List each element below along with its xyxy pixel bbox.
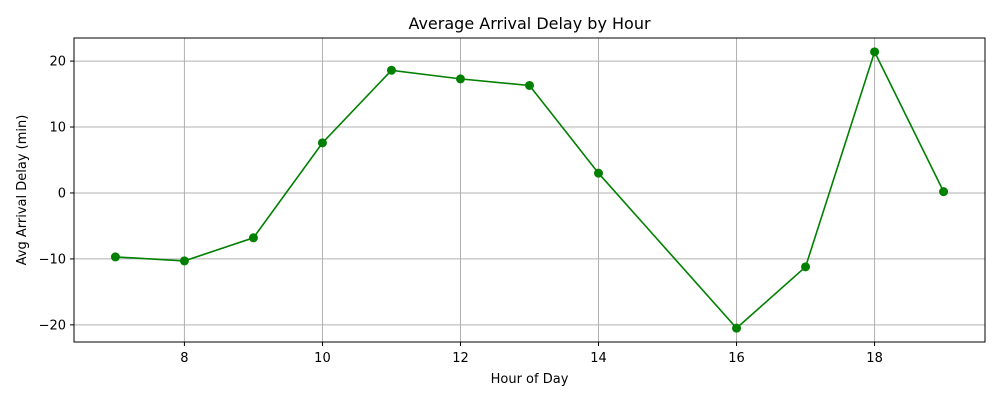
- x-tick-label: 8: [180, 351, 188, 366]
- data-point: [455, 74, 465, 84]
- y-tick-label: 0: [58, 186, 66, 201]
- y-axis-label: Avg Arrival Delay (min): [15, 115, 30, 266]
- axis-ticks: 8 10 12 14 16 18 −20 −10 0 10 20: [39, 55, 883, 366]
- data-point: [179, 256, 189, 266]
- data-point: [594, 168, 604, 178]
- y-tick-label: 10: [49, 121, 66, 136]
- data-point: [870, 47, 880, 57]
- x-tick-label: 18: [866, 351, 883, 366]
- plot-area: [110, 47, 949, 333]
- data-point: [110, 252, 120, 262]
- x-tick-label: 14: [590, 351, 607, 366]
- series-line: [115, 49, 945, 330]
- data-point: [248, 233, 258, 243]
- data-point: [317, 138, 327, 148]
- data-point: [732, 323, 742, 333]
- y-tick-label: −10: [39, 252, 66, 267]
- x-tick-label: 16: [728, 351, 745, 366]
- data-point: [939, 187, 949, 197]
- chart-title: Average Arrival Delay by Hour: [408, 14, 651, 33]
- y-tick-label: −20: [39, 318, 66, 333]
- grid-lines: [74, 38, 985, 342]
- data-point: [525, 80, 534, 90]
- y-tick-label: 20: [49, 55, 66, 70]
- data-point: [801, 262, 811, 272]
- x-tick-label: 10: [314, 351, 331, 366]
- x-axis-label: Hour of Day: [491, 372, 569, 387]
- x-tick-label: 12: [452, 351, 469, 366]
- plot-frame: [73, 37, 986, 343]
- data-point: [386, 65, 396, 75]
